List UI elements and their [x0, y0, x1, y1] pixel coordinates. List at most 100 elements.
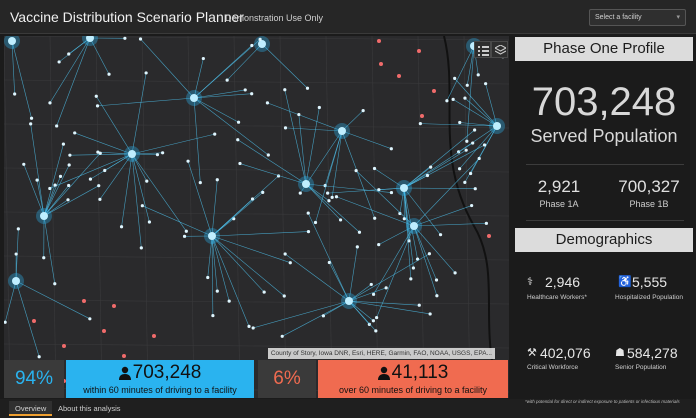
population-point — [482, 143, 487, 147]
population-point — [373, 216, 377, 220]
divider — [526, 164, 684, 165]
over-count: 41,113 — [391, 362, 449, 383]
app-title: Vaccine Distribution Scenario Planner — [10, 9, 244, 25]
tab-about[interactable]: About this analysis — [58, 404, 121, 413]
population-point — [61, 142, 66, 146]
population-point — [95, 104, 100, 108]
population-point — [4, 320, 7, 324]
service-line — [30, 123, 45, 217]
service-line — [403, 187, 476, 190]
service-line — [49, 153, 133, 189]
population-point — [306, 229, 311, 234]
population-point — [428, 312, 432, 316]
population-point — [283, 88, 287, 92]
county-boundary — [4, 36, 11, 398]
population-point — [377, 243, 381, 247]
map-canvas[interactable] — [4, 36, 509, 398]
map-view[interactable]: County of Story, Iowa DNR, Esri, HERE, G… — [4, 36, 509, 398]
healthcare-worker-icon: ⚕ — [527, 276, 533, 288]
population-point — [283, 252, 287, 256]
demographics-heading: Demographics — [515, 228, 693, 252]
service-line — [284, 89, 307, 185]
phase-1b-label: Phase 1B — [629, 199, 669, 209]
service-line — [226, 43, 263, 81]
layers-button[interactable] — [491, 41, 508, 58]
service-line — [211, 235, 291, 263]
service-line — [458, 125, 498, 153]
county-boundary — [4, 79, 509, 85]
facility-select[interactable]: Select a facility ▾ — [589, 9, 686, 26]
population-point — [330, 195, 334, 199]
service-line — [131, 152, 163, 155]
population-point — [55, 124, 59, 128]
service-line — [211, 235, 250, 327]
service-line — [378, 187, 405, 191]
service-line — [413, 225, 438, 296]
unserved-point — [152, 334, 156, 338]
facility-point — [410, 222, 418, 230]
population-point — [338, 218, 343, 222]
service-line — [336, 196, 415, 227]
within-percent: 94% — [4, 360, 64, 398]
county-boundary — [4, 123, 509, 129]
service-line — [348, 246, 358, 302]
service-line — [267, 102, 343, 132]
service-line — [373, 225, 415, 295]
service-line — [315, 130, 343, 223]
facility-point — [86, 36, 94, 42]
service-line — [403, 175, 428, 189]
hospitalized-icon: ♿ — [618, 276, 632, 288]
population-point — [243, 88, 247, 92]
county-boundary — [95, 36, 103, 398]
legend-button[interactable] — [474, 41, 491, 58]
population-point — [354, 169, 358, 173]
population-point — [266, 153, 270, 157]
population-point — [184, 229, 188, 233]
service-line — [211, 231, 309, 237]
service-line — [211, 179, 218, 237]
service-line — [56, 37, 91, 127]
service-line — [453, 99, 498, 127]
service-line — [15, 280, 90, 320]
population-point — [371, 292, 376, 296]
population-point — [250, 92, 254, 96]
unserved-point — [420, 114, 424, 118]
population-point — [327, 260, 331, 265]
phase-1a-label: Phase 1A — [539, 199, 579, 209]
population-point — [484, 221, 488, 225]
population-point — [140, 204, 144, 208]
population-point — [429, 165, 433, 169]
service-line — [11, 40, 15, 95]
service-line — [305, 183, 360, 233]
chevron-down-icon: ▾ — [676, 14, 680, 21]
service-line — [305, 183, 392, 193]
unserved-point — [377, 39, 381, 43]
tab-overview[interactable]: Overview — [9, 401, 53, 416]
service-line — [211, 235, 265, 293]
population-point — [97, 184, 101, 188]
population-point — [469, 171, 473, 176]
service-line — [403, 149, 467, 189]
service-line — [329, 262, 350, 302]
population-point — [374, 315, 379, 320]
service-line — [378, 225, 415, 245]
population-point — [463, 96, 467, 100]
population-point — [107, 72, 111, 76]
facility-select-value: Select a facility — [595, 14, 642, 21]
service-line — [298, 114, 307, 185]
service-line — [237, 139, 307, 185]
tab-bar: Overview About this analysis — [0, 399, 696, 418]
facility-point — [208, 232, 216, 240]
population-point — [470, 203, 474, 208]
population-point — [186, 159, 190, 163]
service-line — [403, 166, 431, 189]
service-line — [239, 163, 307, 185]
population-point — [417, 303, 421, 307]
population-point — [372, 166, 377, 171]
population-point — [88, 317, 92, 321]
service-line — [193, 89, 246, 99]
critical-workforce-icon: ⚒ — [527, 347, 537, 359]
unserved-point — [397, 74, 401, 78]
service-line — [446, 45, 475, 101]
critical-workforce-label: Critical Workforce — [527, 364, 579, 371]
